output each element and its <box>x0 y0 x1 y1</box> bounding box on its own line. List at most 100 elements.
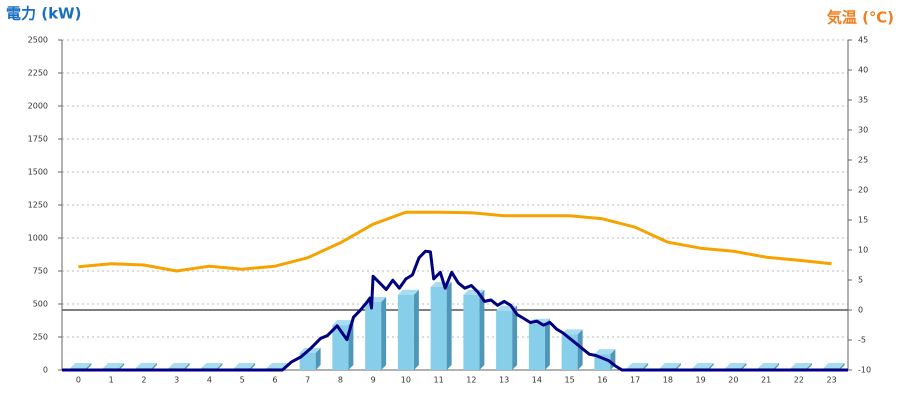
bar-face <box>151 363 157 370</box>
x-tick-label: 4 <box>207 376 212 385</box>
bar-face <box>577 329 583 370</box>
y-tick-label: 0 <box>43 366 48 375</box>
bar <box>463 289 485 370</box>
bar-face <box>381 297 387 370</box>
x-tick-label: 11 <box>434 376 444 385</box>
bar-face <box>217 363 223 370</box>
bar-face <box>692 363 714 368</box>
x-tick-label: 8 <box>338 376 343 385</box>
x-tick-label: 22 <box>794 376 804 385</box>
bar-face <box>741 363 747 370</box>
x-tick-label: 12 <box>466 376 476 385</box>
bar-face <box>839 363 845 370</box>
bar-face <box>627 363 649 368</box>
bar <box>365 297 387 370</box>
y2-tick-label: 20 <box>858 186 868 195</box>
bar-face <box>119 363 125 370</box>
x-tick-label: 23 <box>827 376 837 385</box>
x-tick-label: 19 <box>696 376 706 385</box>
bar-face <box>299 352 316 370</box>
bar <box>496 305 518 370</box>
bar-face <box>365 302 382 370</box>
bar-face <box>758 363 780 368</box>
bar-face <box>774 363 780 370</box>
y-tick-label: 1000 <box>28 234 48 243</box>
x-tick-label: 16 <box>597 376 607 385</box>
line <box>62 249 848 372</box>
bar-face <box>103 363 125 368</box>
y2-tick-label: -5 <box>858 336 866 345</box>
bar-face <box>675 363 681 370</box>
y-tick-label: 500 <box>33 300 48 309</box>
bar-face <box>643 363 649 370</box>
x-tick-label: 13 <box>499 376 509 385</box>
y-tick-label: 1750 <box>28 135 48 144</box>
bar-face <box>479 289 485 370</box>
y-tick-label: 2000 <box>28 102 48 111</box>
y2-tick-label: 10 <box>858 246 868 255</box>
bar-face <box>266 363 288 368</box>
bar-face <box>708 363 714 370</box>
x-tick-label: 9 <box>371 376 376 385</box>
bar <box>299 347 321 370</box>
bar-face <box>86 363 92 370</box>
bar-face <box>397 289 419 295</box>
bar-face <box>413 289 419 370</box>
bar-face <box>201 363 223 368</box>
y2-tick-label: 45 <box>858 36 868 45</box>
bar-face <box>168 363 190 368</box>
line <box>78 210 832 273</box>
bar-face <box>463 294 480 370</box>
y2-tick-label: 35 <box>858 96 868 105</box>
y2-tick-label: 0 <box>858 306 863 315</box>
y-tick-label: 1500 <box>28 168 48 177</box>
bar-face <box>659 363 681 368</box>
bar-face <box>250 363 256 370</box>
bar <box>430 281 452 370</box>
y-tick-label: 2500 <box>28 36 48 45</box>
y2-tick-label: 30 <box>858 126 868 135</box>
bar-face <box>397 294 414 370</box>
y-axis-title: 電力 (kW) <box>6 5 81 23</box>
x-tick-label: 2 <box>141 376 146 385</box>
y-tick-label: 2250 <box>28 69 48 78</box>
x-tick-label: 10 <box>401 376 411 385</box>
bar-face <box>430 286 447 370</box>
y-tick-label: 250 <box>33 333 48 342</box>
y-tick-label: 1250 <box>28 201 48 210</box>
bar-face <box>184 363 190 370</box>
bar-face <box>496 310 513 370</box>
x-tick-label: 21 <box>761 376 771 385</box>
bar-face <box>823 363 845 368</box>
x-tick-label: 20 <box>728 376 738 385</box>
bar <box>528 318 550 370</box>
y2-tick-label: 25 <box>858 156 868 165</box>
bar-face <box>561 329 583 335</box>
bar-face <box>544 318 550 370</box>
y-tick-label: 750 <box>33 267 48 276</box>
y2-tick-label: 15 <box>858 216 868 225</box>
x-tick-label: 3 <box>174 376 179 385</box>
x-tick-label: 0 <box>76 376 81 385</box>
y2-tick-label: -10 <box>858 366 871 375</box>
bar-face <box>806 363 812 370</box>
y2-axis-title: 気温 (℃) <box>827 9 894 27</box>
x-tick-label: 14 <box>532 376 542 385</box>
bar-face <box>594 349 616 355</box>
bar-face <box>315 347 321 370</box>
y2-tick-label: 5 <box>858 276 863 285</box>
bar-face <box>135 363 157 368</box>
bar-face <box>70 363 92 368</box>
x-tick-label: 1 <box>109 376 114 385</box>
bar-face <box>234 363 256 368</box>
bar-face <box>332 320 354 326</box>
bar-face <box>446 281 452 370</box>
x-tick-label: 7 <box>305 376 310 385</box>
y2-tick-label: 40 <box>858 66 868 75</box>
x-tick-label: 5 <box>240 376 245 385</box>
bar-face <box>725 363 747 368</box>
bar-face <box>790 363 812 368</box>
bar <box>397 289 419 370</box>
x-tick-label: 17 <box>630 376 640 385</box>
